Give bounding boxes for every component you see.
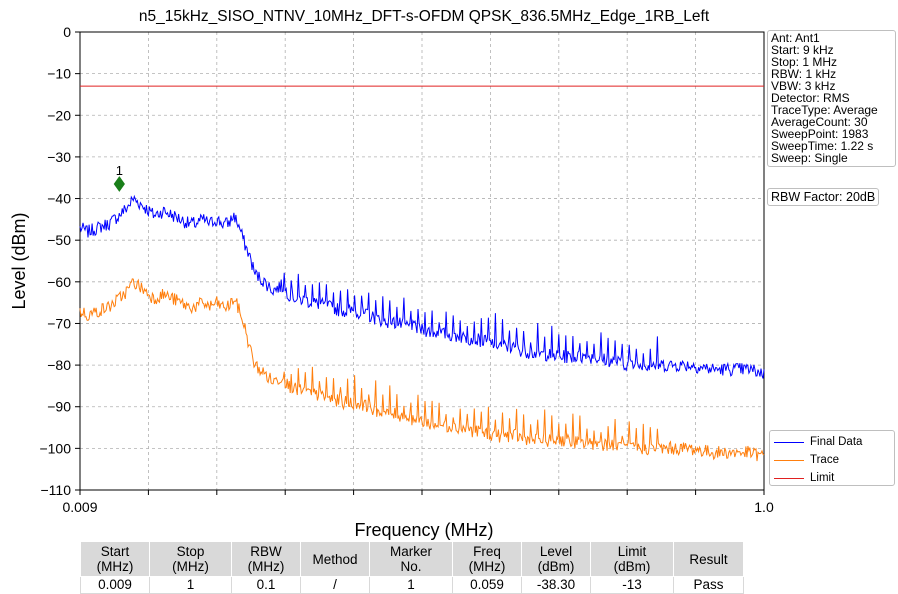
chart-legend: Final Data Trace Limit <box>769 430 895 486</box>
x-axis-label: Frequency (MHz) <box>354 520 493 540</box>
y-tick-label: −90 <box>47 399 71 415</box>
y-tick-label: −110 <box>41 482 72 498</box>
y-tick-label: −100 <box>39 440 71 456</box>
header-limit: Limit (dBm) <box>590 541 674 577</box>
info-line: Ant: Ant1 <box>771 31 820 45</box>
header-marker: Marker No. <box>369 541 453 577</box>
y-tick-label: −80 <box>47 357 71 373</box>
cell-rbw: 0.1 <box>231 576 301 594</box>
legend-swatch <box>774 441 804 443</box>
series-layer <box>79 85 765 462</box>
y-tick-label: −70 <box>47 315 71 331</box>
x-tick-label: 1.0 <box>754 499 774 515</box>
header-rbw: RBW (MHz) <box>231 541 301 577</box>
y-tick-label: 0 <box>63 24 71 40</box>
rbw-factor-box: RBW Factor: 20dB <box>767 188 880 206</box>
y-tick-label: −20 <box>47 107 71 123</box>
table-row: 0.009 1 0.1 / 1 0.059 -38.30 -13 Pass <box>80 576 744 594</box>
sweep-info-box: Ant: Ant1 Start: 9 kHz Stop: 1 MHz RBW: … <box>767 30 896 167</box>
grid <box>80 32 764 490</box>
result-table: Start (MHz) Stop (MHz) RBW (MHz) Method Mar… <box>80 541 744 594</box>
chart-title: n5_15kHz_SISO_NTNV_10MHz_DFT-s-OFDM QPSK… <box>139 8 710 25</box>
header-result: Result <box>673 541 744 577</box>
x-tick-label: 0.009 <box>62 499 97 515</box>
info-line: SweepTime: 1.22 s <box>771 139 874 153</box>
marker-diamond <box>113 176 125 192</box>
y-tick-label: −50 <box>47 232 71 248</box>
legend-swatch <box>774 477 804 479</box>
y-axis-ticks: 0 −10 −20 −30 −40 −50 −60 −70 −80 −90 −100 −110 <box>39 24 80 498</box>
header-freq: Freq (MHz) <box>452 541 522 577</box>
header-stop: Stop (MHz) <box>149 541 232 577</box>
cell-result: Pass <box>673 576 744 594</box>
y-tick-label: −40 <box>47 191 71 207</box>
legend-swatch <box>774 459 804 461</box>
info-line: VBW: 3 kHz <box>771 79 836 93</box>
info-line: Stop: 1 MHz <box>771 55 838 69</box>
legend-item-limit: Limit <box>774 471 834 485</box>
marker-label: 1 <box>116 163 123 178</box>
info-line: Sweep: Single <box>771 151 848 165</box>
info-line: TraceType: Average <box>771 103 878 117</box>
legend-item-final-data: Final Data <box>774 435 862 449</box>
y-tick-label: −10 <box>47 66 71 82</box>
spectrum-chart: n5_15kHz_SISO_NTNV_10MHz_DFT-s-OFDM QPSK… <box>9 8 774 540</box>
info-line: Start: 9 kHz <box>771 43 834 57</box>
y-axis-label: Level (dBm) <box>9 212 29 309</box>
header-start: Start (MHz) <box>80 541 150 577</box>
series-line-final-data <box>79 194 765 379</box>
series-line-trace <box>79 278 765 462</box>
y-tick-label: −30 <box>47 149 71 165</box>
cell-start: 0.009 <box>80 576 150 594</box>
x-axis-ticks: 0.009 1.0 <box>62 490 774 515</box>
legend-item-trace: Trace <box>774 453 839 467</box>
legend-label: Final Data <box>810 436 863 448</box>
header-level: Level (dBm) <box>521 541 591 577</box>
info-line: RBW: 1 kHz <box>771 67 837 81</box>
marker-layer: 1 <box>113 163 125 192</box>
info-line: SweepPoint: 1983 <box>771 127 869 141</box>
info-line: Detector: RMS <box>771 91 850 105</box>
legend-label: Limit <box>810 472 835 484</box>
header-method: Method <box>300 541 370 577</box>
legend-label: Trace <box>810 454 839 466</box>
y-tick-label: −60 <box>47 274 71 290</box>
info-line: AverageCount: 30 <box>771 115 868 129</box>
table-header-row: Start (MHz) Stop (MHz) RBW (MHz) Method Mar… <box>80 541 744 577</box>
